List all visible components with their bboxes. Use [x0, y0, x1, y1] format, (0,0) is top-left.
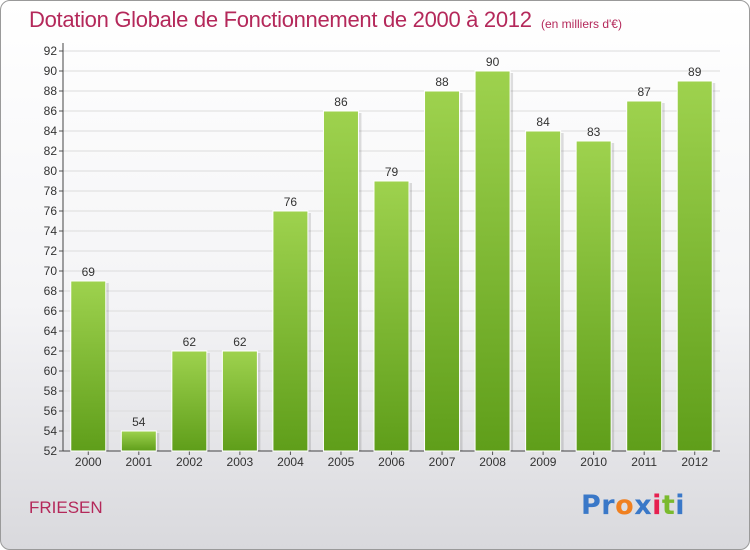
bar-2003[interactable]: [221, 350, 258, 452]
data-label: 79: [385, 165, 399, 179]
data-label: 69: [82, 265, 96, 279]
logo-letter: i: [675, 490, 686, 521]
y-tick-label: 72: [44, 244, 58, 258]
bar-2004[interactable]: [272, 210, 309, 452]
y-tick-label: 88: [44, 84, 58, 98]
data-label: 54: [132, 415, 146, 429]
x-tick-label: 2003: [227, 455, 254, 469]
bar-2008[interactable]: [474, 70, 511, 452]
y-tick-label: 68: [44, 284, 58, 298]
x-tick-label: 2001: [125, 455, 152, 469]
data-labels: 69 54 62 62 76 86 79 88 90 84 83 87 89: [82, 55, 702, 429]
x-tick-label: 2008: [479, 455, 506, 469]
proxiti-logo[interactable]: Proxiti: [581, 490, 685, 521]
y-tick-label: 80: [44, 164, 58, 178]
data-label: 88: [435, 75, 449, 89]
y-tick-label: 70: [44, 264, 58, 278]
bar-2009[interactable]: [525, 130, 562, 452]
x-tick-label: 2005: [328, 455, 355, 469]
logo-letter: i: [652, 490, 662, 521]
y-tick-label: 54: [44, 424, 58, 438]
data-label: 90: [486, 55, 500, 69]
data-label: 62: [183, 335, 197, 349]
data-label: 62: [233, 335, 247, 349]
x-tick-label: 2007: [429, 455, 456, 469]
bars: [70, 70, 716, 452]
x-tick-label: 2000: [75, 455, 102, 469]
logo-letter: o: [615, 490, 635, 521]
x-tick-label: 2010: [580, 455, 607, 469]
logo-letter: x: [634, 490, 653, 521]
y-tick-label: 60: [44, 364, 58, 378]
commune-name: FRIESEN: [29, 498, 103, 517]
x-tick-label: 2004: [277, 455, 304, 469]
x-tick-label: 2002: [176, 455, 203, 469]
bar-2007[interactable]: [424, 90, 461, 452]
data-label: 84: [536, 115, 550, 129]
y-tick-label: 86: [44, 104, 58, 118]
logo-letter: P: [581, 490, 602, 521]
chart-subtitle: (en milliers d'€): [541, 17, 622, 31]
y-tick-label: 78: [44, 184, 58, 198]
data-label: 89: [688, 65, 702, 79]
data-label: 76: [284, 195, 298, 209]
logo-letter: r: [601, 490, 616, 521]
bar-2001[interactable]: [120, 430, 157, 452]
y-tick-label: 90: [44, 64, 58, 78]
bar-2011[interactable]: [626, 100, 663, 452]
y-tick-label: 74: [44, 224, 58, 238]
y-tick-label: 56: [44, 404, 58, 418]
y-tick-label: 82: [44, 144, 58, 158]
y-tick-label: 76: [44, 204, 58, 218]
bar-2006[interactable]: [373, 180, 410, 452]
bar-2000[interactable]: [70, 280, 107, 452]
chart-title: Dotation Globale de Fonctionnement de 20…: [29, 7, 532, 32]
bar-2005[interactable]: [322, 110, 359, 452]
data-label: 87: [638, 85, 652, 99]
y-tick-label: 64: [44, 324, 58, 338]
y-tick-label: 52: [44, 444, 58, 458]
x-tick-label: 2006: [378, 455, 405, 469]
y-tick-label: 84: [44, 124, 58, 138]
bar-2012[interactable]: [676, 80, 713, 452]
logo-letter: t: [661, 490, 676, 521]
x-tick-label: 2009: [530, 455, 557, 469]
data-label: 83: [587, 125, 601, 139]
bar-2002[interactable]: [171, 350, 208, 452]
y-tick-label: 62: [44, 344, 58, 358]
y-tick-label: 58: [44, 384, 58, 398]
bar-2010[interactable]: [575, 140, 612, 452]
y-tick-label: 92: [44, 44, 58, 58]
y-tick-label: 66: [44, 304, 58, 318]
data-label: 86: [334, 95, 348, 109]
x-tick-label: 2011: [631, 455, 657, 469]
x-tick-label: 2012: [681, 455, 708, 469]
